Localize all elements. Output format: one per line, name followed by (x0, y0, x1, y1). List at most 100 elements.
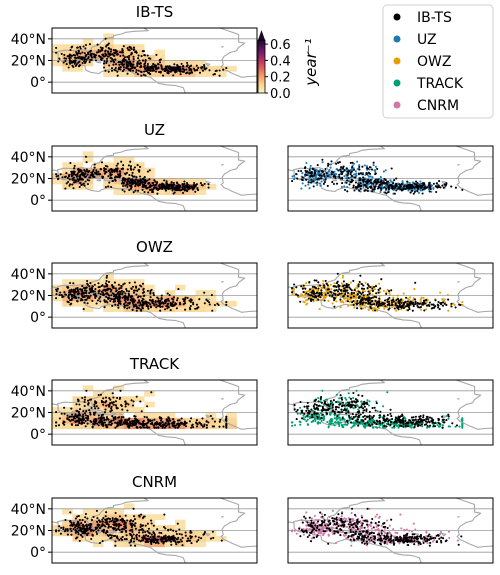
model-point (379, 176, 382, 179)
genesis-point (164, 308, 167, 311)
genesis-point (121, 188, 124, 191)
genesis-point (96, 422, 99, 425)
ibts-point (421, 303, 424, 306)
genesis-point (73, 172, 76, 175)
genesis-point (108, 297, 111, 300)
ibts-point (320, 293, 323, 296)
ibts-point (319, 177, 322, 180)
genesis-point (81, 295, 84, 298)
density-map-ib-ts (51, 27, 258, 94)
genesis-point (147, 527, 150, 530)
model-point (374, 165, 378, 168)
genesis-point (163, 426, 166, 429)
density-cell (205, 530, 217, 537)
genesis-point (129, 65, 133, 68)
model-point (329, 166, 332, 169)
model-point (296, 412, 299, 415)
genesis-point (81, 183, 84, 186)
genesis-point (177, 288, 180, 291)
ibts-point (317, 400, 320, 403)
ibts-point (303, 405, 306, 408)
density-cell (134, 396, 145, 402)
model-point (426, 426, 429, 429)
genesis-point (135, 395, 138, 398)
genesis-point (179, 185, 182, 188)
genesis-point (120, 289, 123, 292)
model-point (408, 296, 412, 299)
ibts-point (343, 168, 346, 172)
density-cell (113, 519, 125, 526)
ibts-point (341, 176, 344, 179)
genesis-point (139, 303, 143, 306)
genesis-point (113, 281, 116, 284)
ibts-point (346, 291, 349, 295)
ibts-point (432, 421, 435, 424)
ibts-point (340, 408, 343, 411)
genesis-point (105, 300, 108, 303)
genesis-point (70, 295, 74, 298)
genesis-point (192, 301, 195, 304)
genesis-point (134, 299, 137, 302)
genesis-point (195, 425, 199, 428)
genesis-point (72, 170, 75, 173)
ibts-point (450, 305, 453, 308)
ibts-point (429, 424, 432, 427)
genesis-point (195, 183, 198, 186)
density-cell (144, 173, 155, 179)
model-point (327, 425, 330, 428)
ibts-point (412, 303, 415, 306)
ibts-point (429, 186, 432, 189)
ibts-point (310, 181, 313, 184)
density-cell (103, 508, 114, 515)
ibts-point (404, 424, 407, 427)
genesis-point (143, 415, 146, 418)
ibts-point (365, 409, 368, 412)
genesis-point (83, 60, 86, 63)
genesis-point (155, 423, 158, 426)
genesis-point (140, 179, 143, 182)
ibts-point (306, 407, 309, 410)
density-cell (113, 407, 125, 413)
density-cell (195, 530, 207, 537)
model-point (369, 175, 372, 178)
ibts-point (338, 403, 341, 406)
genesis-point (96, 299, 99, 302)
model-point (309, 415, 312, 418)
model-point (396, 294, 399, 297)
genesis-point (136, 164, 139, 167)
ibts-point (389, 408, 392, 411)
density-cell (195, 300, 207, 307)
genesis-point (179, 65, 182, 68)
genesis-point (153, 64, 156, 67)
genesis-point (105, 404, 108, 407)
genesis-point (118, 170, 121, 173)
genesis-point (122, 59, 125, 62)
genesis-point (155, 421, 158, 424)
genesis-point (95, 51, 99, 54)
genesis-point (109, 287, 112, 291)
genesis-point (101, 53, 104, 56)
genesis-point (70, 423, 74, 426)
genesis-point (126, 168, 129, 171)
ibts-point (406, 305, 409, 308)
model-point (392, 304, 396, 308)
ibts-point (393, 179, 396, 182)
genesis-point (99, 168, 102, 171)
genesis-point (116, 170, 119, 173)
genesis-point (61, 176, 64, 179)
genesis-point (110, 185, 113, 189)
genesis-point (143, 176, 146, 179)
model-point (461, 425, 464, 428)
ibts-point (349, 173, 352, 176)
genesis-point (185, 68, 188, 71)
ibts-point (363, 184, 366, 187)
model-point (420, 308, 423, 311)
model-point (304, 293, 307, 296)
model-point (305, 299, 308, 302)
model-point (364, 173, 367, 177)
genesis-point (155, 306, 158, 309)
genesis-point (103, 421, 106, 424)
density-cell (154, 178, 166, 185)
ibts-point (321, 407, 324, 410)
model-point (336, 421, 339, 424)
